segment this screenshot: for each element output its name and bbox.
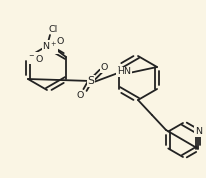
Text: S: S [87,76,94,86]
Text: Cl: Cl [48,25,57,33]
Text: N: N [194,127,201,136]
Text: O: O [100,64,107,72]
Text: O: O [56,36,63,46]
Text: O: O [76,90,83,100]
Text: $^-$O: $^-$O [27,53,44,64]
Text: N$^+$: N$^+$ [42,41,57,53]
Text: HN: HN [116,67,130,77]
